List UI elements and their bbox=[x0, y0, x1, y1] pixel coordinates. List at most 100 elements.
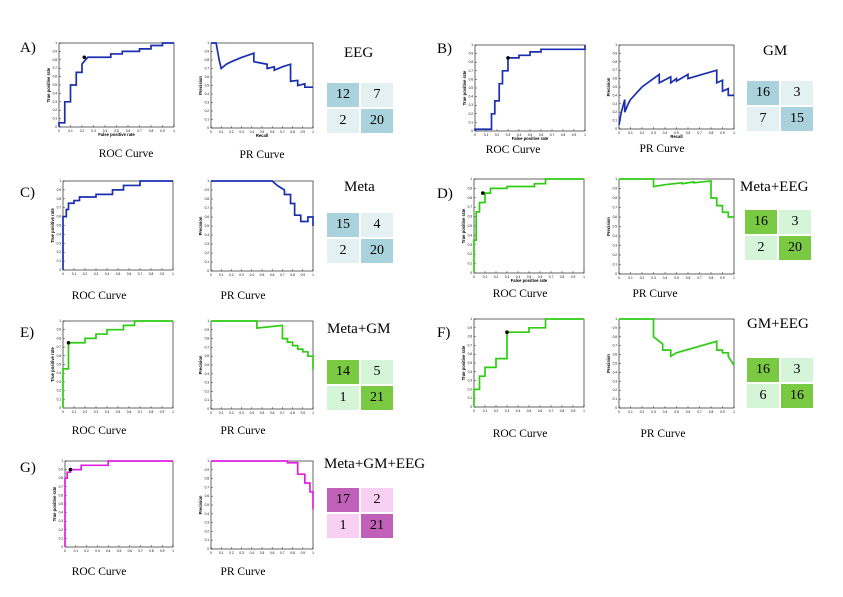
x-tick-label: 0.7 bbox=[138, 272, 143, 276]
x-tick-label: 1 bbox=[733, 276, 735, 280]
x-tick-label: 0.7 bbox=[280, 273, 285, 277]
x-tick-label: 0.2 bbox=[83, 272, 88, 276]
axes-box bbox=[64, 460, 174, 548]
x-tick-label: 0.9 bbox=[571, 409, 576, 413]
x-tick-label: 0.2 bbox=[494, 409, 499, 413]
x-tick-label: 1 bbox=[172, 410, 174, 414]
x-tick-label: 0.2 bbox=[495, 133, 500, 137]
matrix-cell: 2 bbox=[745, 236, 777, 260]
x-tick-label: 0.3 bbox=[505, 275, 510, 279]
y-tick-label: 0.5 bbox=[468, 224, 473, 228]
y-tick-label: 0.4 bbox=[205, 512, 210, 516]
y-tick-label: 0.3 bbox=[468, 243, 473, 247]
y-tick-label: 0.5 bbox=[613, 225, 618, 229]
y-tick-label: 0.2 bbox=[57, 389, 62, 393]
y-tick-label: 0.6 bbox=[613, 77, 618, 81]
pr-curve bbox=[618, 69, 734, 125]
x-tick-label: 0.9 bbox=[160, 410, 165, 414]
x-tick-label: 0.8 bbox=[709, 410, 714, 414]
x-tick-label: 0.8 bbox=[149, 272, 154, 276]
x-tick-label: 0.9 bbox=[160, 129, 165, 133]
x-tick-label: 0.5 bbox=[527, 409, 532, 413]
y-tick-label: 0 bbox=[207, 547, 209, 551]
x-tick-label: 0.4 bbox=[663, 131, 668, 135]
y-axis-label: True positive rate bbox=[461, 345, 466, 380]
y-tick-label: 0.6 bbox=[205, 215, 210, 219]
x-tick-label: 0.9 bbox=[160, 549, 165, 553]
y-tick-label: 0.3 bbox=[205, 242, 210, 246]
y-tick-label: 0.5 bbox=[57, 363, 62, 367]
x-tick-label: 0.8 bbox=[709, 131, 714, 135]
panel-label: G) bbox=[20, 460, 36, 476]
y-tick-label: 0.3 bbox=[613, 244, 618, 248]
matrix-cell: 12 bbox=[327, 83, 359, 107]
y-tick-label: 0.1 bbox=[53, 117, 58, 121]
operating-point bbox=[481, 191, 485, 195]
x-tick-label: 0.4 bbox=[105, 272, 110, 276]
x-tick-label: 0.6 bbox=[686, 276, 691, 280]
x-tick-label: 1 bbox=[583, 275, 585, 279]
y-tick-label: 0.5 bbox=[468, 361, 473, 365]
x-tick-label: 0 bbox=[210, 551, 212, 555]
x-tick-label: 0.9 bbox=[160, 272, 165, 276]
axes-box bbox=[474, 44, 586, 132]
y-tick-label: 0.4 bbox=[205, 233, 210, 237]
x-tick-label: 0.1 bbox=[483, 275, 488, 279]
x-tick-label: 0.1 bbox=[72, 410, 77, 414]
y-tick-label: 0.2 bbox=[205, 389, 210, 393]
y-tick-label: 0.2 bbox=[613, 110, 618, 114]
y-axis-label: Precision bbox=[198, 355, 203, 374]
y-tick-label: 0.1 bbox=[205, 260, 210, 264]
x-tick-label: 0.4 bbox=[516, 275, 521, 279]
y-tick-label: 0.3 bbox=[205, 101, 210, 105]
x-tick-label: 0.4 bbox=[250, 551, 255, 555]
y-tick-label: 0.7 bbox=[613, 344, 618, 348]
y-tick-label: 0.1 bbox=[205, 118, 210, 122]
x-tick-label: 0.2 bbox=[640, 276, 645, 280]
x-tick-label: 0.5 bbox=[527, 275, 532, 279]
y-axis-label: Precision bbox=[198, 216, 203, 235]
x-tick-label: 0.2 bbox=[84, 549, 89, 553]
x-tick-label: 0.4 bbox=[106, 549, 111, 553]
x-tick-label: 0.5 bbox=[260, 130, 265, 134]
x-tick-label: 0.6 bbox=[126, 129, 131, 133]
x-tick-label: 0.7 bbox=[138, 549, 143, 553]
y-tick-label: 0.4 bbox=[53, 91, 58, 95]
panel-title: Meta+GM bbox=[327, 321, 391, 337]
y-tick-label: 0.5 bbox=[53, 83, 58, 87]
y-axis-label: True positive rate bbox=[50, 207, 55, 242]
panel-label: F) bbox=[437, 325, 451, 341]
confusion-matrix: 12 7 2 20 bbox=[327, 83, 393, 133]
y-tick-label: 0.3 bbox=[613, 102, 618, 106]
axes-box bbox=[618, 44, 735, 130]
pr-plot-A: 00 0.1 0.1 0.2 0.2 0.3 0.3 0.4 0.4 0.5 0.5 0.6 0.6 0.… bbox=[198, 41, 314, 138]
y-tick-label: 0.3 bbox=[57, 380, 62, 384]
pr-curve bbox=[619, 178, 734, 218]
axes-box bbox=[473, 318, 585, 408]
matrix-cell: 3 bbox=[781, 358, 813, 382]
y-tick-label: 0.9 bbox=[469, 52, 474, 56]
y-tick-label: 0 bbox=[615, 406, 617, 410]
x-tick-label: 0.6 bbox=[128, 549, 133, 553]
y-tick-label: 0.4 bbox=[613, 93, 618, 97]
pr-curve bbox=[211, 42, 313, 89]
y-tick-label: 0.8 bbox=[57, 336, 62, 340]
x-tick-label: 0.2 bbox=[229, 130, 234, 134]
y-tick-label: 0 bbox=[61, 545, 63, 549]
roc-plot-F: 00 0.1 0.1 0.2 0.2 0.3 0.3 0.4 0.4 0.5 0.5 0.6 0.6 0.… bbox=[461, 317, 585, 413]
x-tick-label: 0.8 bbox=[149, 129, 154, 133]
roc-curve bbox=[473, 178, 584, 273]
x-tick-label: 0.9 bbox=[301, 551, 306, 555]
roc-plot-B: 00 0.1 0.1 0.2 0.2 0.3 0.3 0.4 0.4 0.5 0.5 0.6 0.6 0.… bbox=[462, 43, 586, 141]
x-tick-label: 0.4 bbox=[250, 130, 255, 134]
y-tick-label: 0.6 bbox=[613, 215, 618, 219]
x-tick-label: 0.1 bbox=[219, 551, 224, 555]
y-tick-label: 0.7 bbox=[205, 485, 210, 489]
y-tick-label: 0.7 bbox=[205, 345, 210, 349]
matrix-cell: 20 bbox=[779, 236, 811, 260]
x-tick-label: 0.2 bbox=[494, 275, 499, 279]
y-tick-label: 0.8 bbox=[468, 196, 473, 200]
x-tick-label: 0.6 bbox=[270, 551, 275, 555]
x-tick-label: 0.4 bbox=[250, 411, 255, 415]
x-tick-label: 0.5 bbox=[116, 272, 121, 276]
